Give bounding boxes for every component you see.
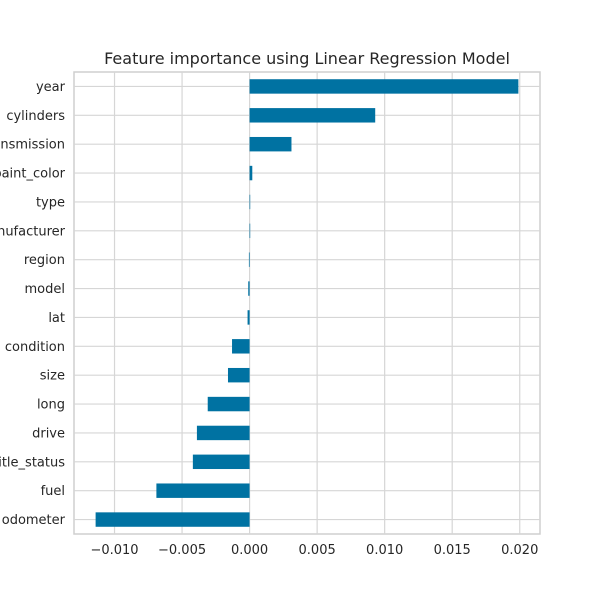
bars — [95, 79, 519, 527]
bar-size — [227, 367, 250, 383]
x-tick-label: 0.020 — [501, 543, 538, 558]
bar-paint-color — [249, 165, 253, 181]
bar-region — [248, 252, 250, 267]
bar-condition — [232, 339, 250, 354]
bar-fuel — [156, 483, 250, 498]
x-tick-label: −0.005 — [158, 543, 206, 558]
bar-drive — [196, 425, 250, 441]
chart-title: Feature importance using Linear Regressi… — [104, 49, 510, 68]
x-tick-label: 0.000 — [231, 543, 268, 558]
y-tick-label: region — [24, 253, 65, 268]
bar-model — [248, 281, 250, 296]
y-tick-label: model — [25, 282, 65, 297]
y-tick-label: condition — [5, 340, 65, 355]
bar-long — [207, 396, 250, 412]
x-tick-label: 0.010 — [366, 543, 403, 558]
x-tick-label: 0.015 — [434, 543, 471, 558]
y-tick-label: long — [37, 398, 65, 413]
y-axis-labels: year cylinders transmission paint_colortype… — [0, 80, 66, 528]
y-tick-label: odometer — [2, 513, 66, 528]
bar-cylinders — [249, 108, 376, 123]
y-tick-label: paint_color — [0, 167, 66, 182]
x-axis-labels: −0.010 −0.005 0.000 0.005 0.010 0.015 0.020 — [90, 543, 538, 558]
grid — [74, 72, 540, 534]
plot-area — [73, 71, 541, 535]
x-tick-label: −0.010 — [90, 543, 138, 558]
y-tick-label: title_status — [0, 455, 65, 470]
y-tick-label: manufacturer — [0, 224, 66, 239]
bar-transmission — [249, 136, 292, 152]
bar-type — [249, 194, 251, 210]
y-tick-label: type — [36, 195, 65, 210]
bar-year — [249, 79, 519, 94]
y-tick-label: year — [36, 80, 66, 95]
y-tick-label: size — [40, 369, 65, 384]
y-tick-label: cylinders — [6, 109, 65, 124]
y-tick-label: fuel — [41, 484, 65, 499]
y-tick-label: transmission — [0, 138, 65, 153]
bar-title-status — [192, 454, 250, 470]
x-tick-label: 0.005 — [299, 543, 336, 558]
bar-lat — [247, 310, 250, 325]
bar-odometer — [95, 512, 250, 527]
bar-manufacturer — [249, 223, 251, 239]
y-tick-label: lat — [48, 311, 65, 326]
y-tick-label: drive — [32, 426, 65, 441]
